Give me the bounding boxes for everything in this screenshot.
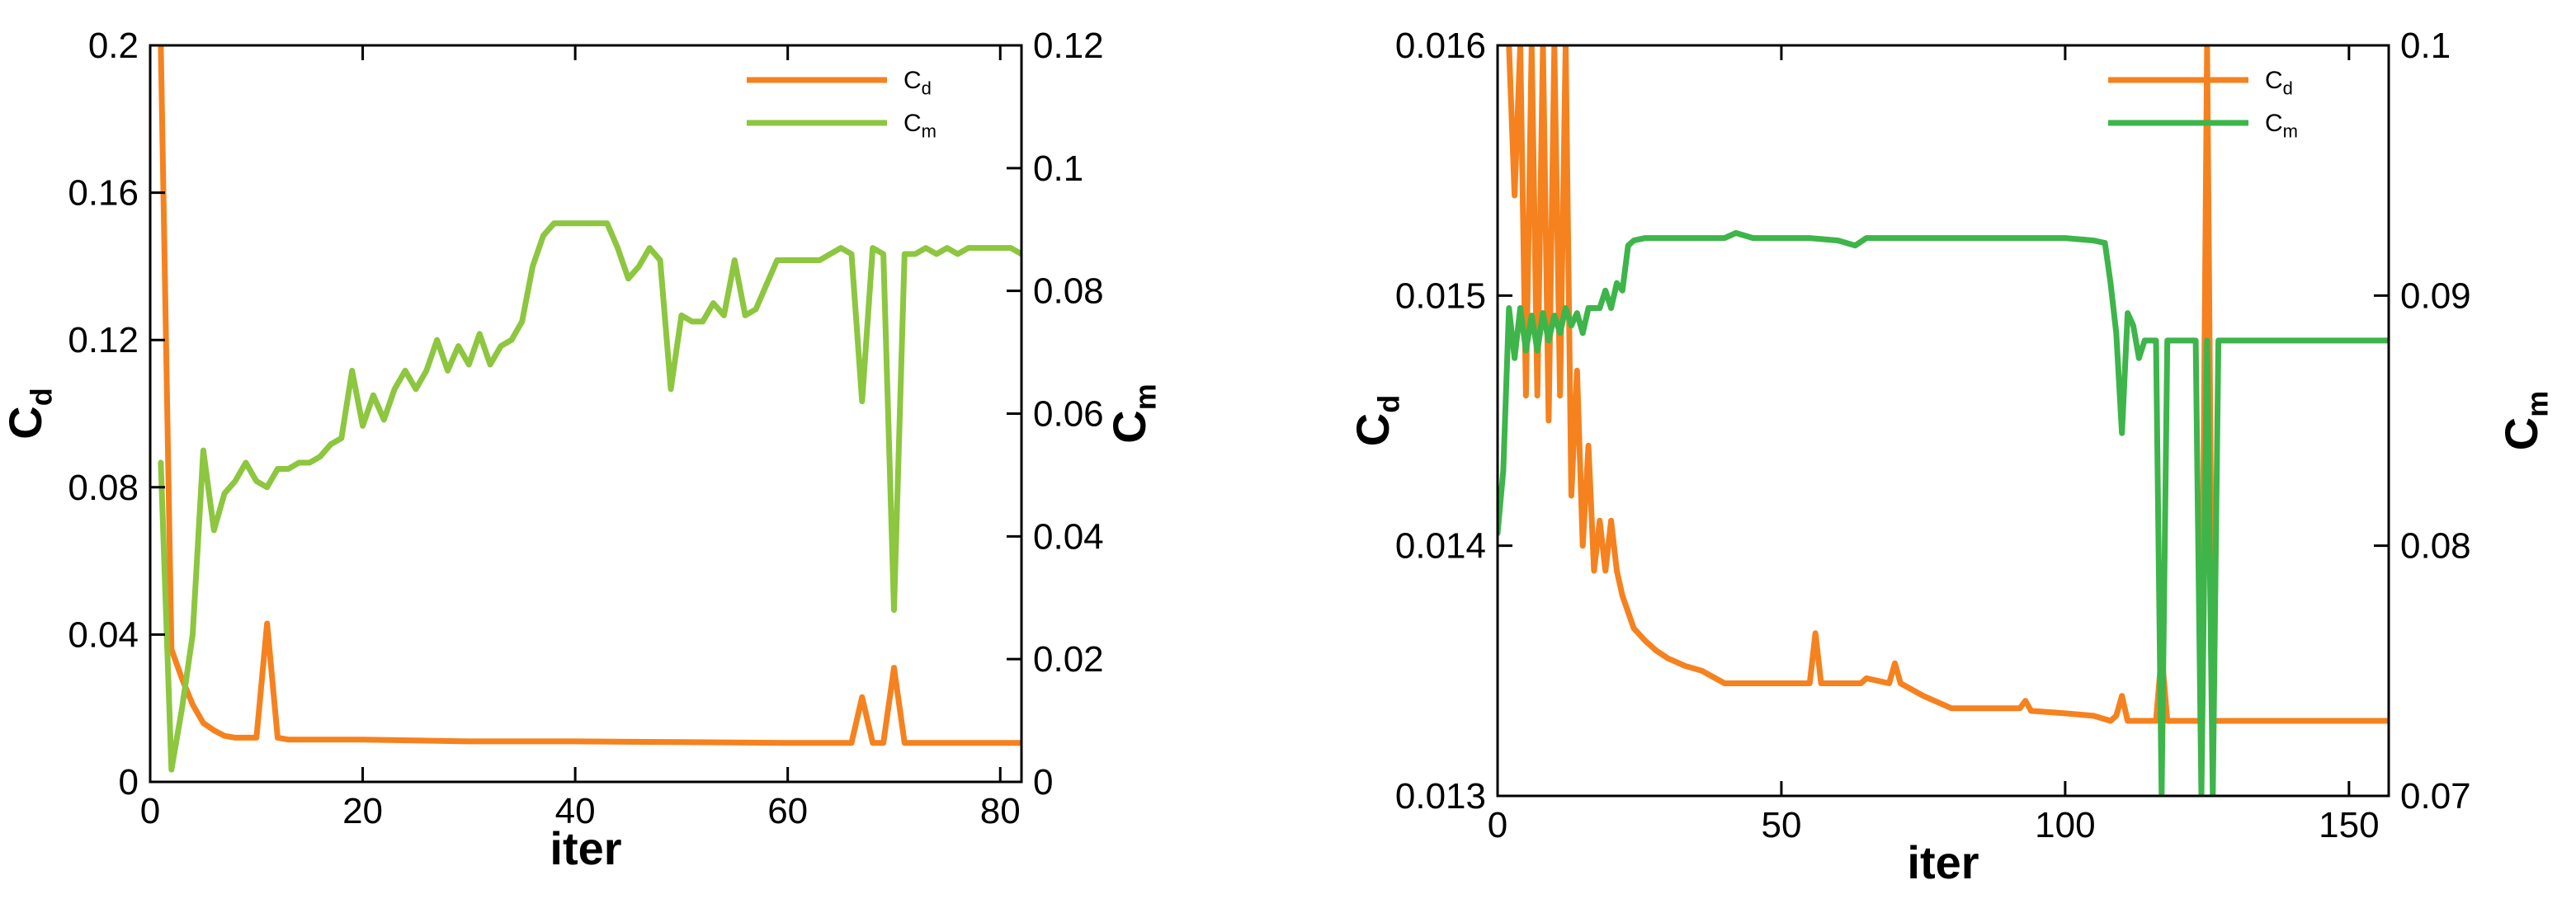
y-axis-title: Cd bbox=[1347, 395, 1406, 446]
y2-tick-label: 0.07 bbox=[2400, 776, 2471, 817]
y-tick-label: 0.12 bbox=[68, 320, 139, 360]
series-line-cd bbox=[1506, 45, 2389, 724]
plot-frame bbox=[1496, 44, 2390, 798]
y2-axis-title: Cm bbox=[2495, 391, 2555, 450]
x-axis-title: iter bbox=[1907, 836, 1979, 888]
y2-tick-label: 0.12 bbox=[1033, 26, 1104, 66]
x-tick-label: 40 bbox=[555, 791, 596, 831]
x-tick-label: 60 bbox=[767, 791, 808, 831]
legend-label: Cd bbox=[903, 67, 932, 99]
x-tick-label: 150 bbox=[2319, 805, 2379, 845]
x-tick-label: 0 bbox=[140, 791, 160, 831]
x-tick-label: 50 bbox=[1761, 805, 1801, 845]
y2-axis-title: Cm bbox=[1103, 384, 1163, 443]
series-line-cm bbox=[158, 220, 1021, 773]
chart-left: 0 20 40 60 80 0 0.04 0.08 0.12 0.16 0.2 0 0.02 0.04 0.… bbox=[0, 26, 1163, 874]
y-tick-label: 0.2 bbox=[88, 26, 139, 66]
y2-tick-label: 0 bbox=[1033, 762, 1053, 803]
chart-right: 0 50 100 150 0.013 0.014 0.015 0.016 0.07 0.08 0.0… bbox=[1347, 26, 2555, 888]
y-tick-label: 0.08 bbox=[68, 468, 139, 508]
y2-tick-label: 0.08 bbox=[1033, 271, 1104, 312]
series-line-cm bbox=[1498, 230, 2389, 796]
x-axis-title: iter bbox=[550, 822, 621, 874]
y-tick-label: 0.013 bbox=[1395, 776, 1486, 817]
y-axis-title: Cd bbox=[0, 388, 59, 439]
y-tick-label: 0.014 bbox=[1395, 526, 1486, 567]
y2-tick-label: 0.1 bbox=[1033, 148, 1083, 189]
x-tick-label: 0 bbox=[1488, 805, 1507, 845]
y-tick-label: 0.016 bbox=[1395, 26, 1486, 66]
y-tick-label: 0.16 bbox=[68, 173, 139, 214]
y2-tick-label: 0.04 bbox=[1033, 516, 1104, 557]
legend-label: Cm bbox=[2265, 110, 2298, 142]
y2-tick-label: 0.06 bbox=[1033, 394, 1104, 435]
x-tick-label: 20 bbox=[342, 791, 383, 831]
x-tick-label: 100 bbox=[2035, 805, 2095, 845]
y-tick-label: 0 bbox=[119, 762, 139, 803]
y2-tick-label: 0.09 bbox=[2400, 275, 2471, 316]
y2-tick-label: 0.02 bbox=[1033, 639, 1104, 680]
y-tick-label: 0.04 bbox=[68, 614, 139, 655]
legend-label: Cd bbox=[2265, 67, 2293, 99]
y-tick-label: 0.015 bbox=[1395, 275, 1486, 316]
y2-tick-label: 0.08 bbox=[2400, 526, 2471, 567]
legend-label: Cm bbox=[903, 110, 937, 142]
series-line-cd bbox=[158, 45, 1021, 746]
y2-tick-label: 0.1 bbox=[2400, 26, 2451, 66]
x-tick-label: 80 bbox=[980, 791, 1021, 831]
